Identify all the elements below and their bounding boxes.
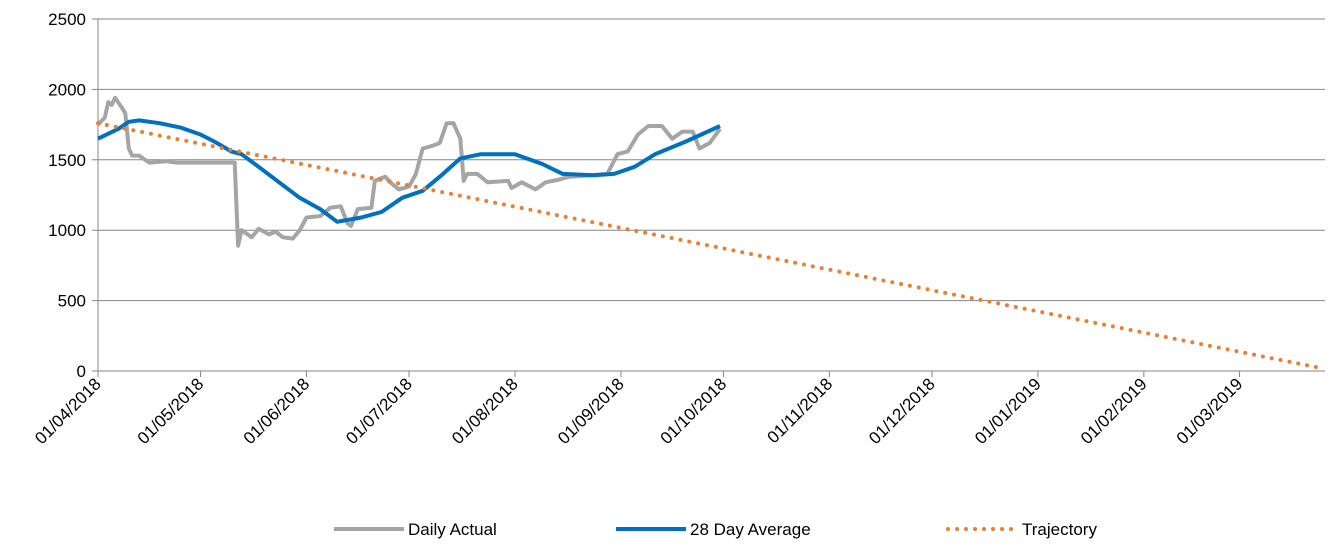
x-tick-label: 01/01/2019 [971, 374, 1045, 448]
legend-label: Daily Actual [408, 520, 497, 539]
x-tick-label: 01/09/2018 [554, 374, 628, 448]
y-tick-label: 2500 [48, 10, 86, 29]
x-tick-label: 01/10/2018 [657, 374, 731, 448]
series-line [97, 118, 721, 224]
x-tick-label: 01/12/2018 [865, 374, 939, 448]
x-tick-label: 01/11/2018 [764, 374, 837, 447]
y-tick-label: 500 [58, 292, 86, 311]
series-line [96, 121, 1324, 371]
x-tick-label: 01/08/2018 [448, 374, 522, 448]
x-tick-label: 01/05/2018 [134, 374, 208, 448]
legend-label: 28 Day Average [690, 520, 811, 539]
legend-label: Trajectory [1022, 520, 1097, 539]
y-tick-label: 1000 [48, 221, 86, 240]
y-tick-label: 0 [77, 362, 86, 381]
series-line [96, 95, 722, 248]
x-tick-label: 01/03/2019 [1173, 374, 1247, 448]
y-tick-label: 2000 [48, 80, 86, 99]
y-tick-label: 1500 [48, 151, 86, 170]
x-tick-label: 01/04/2018 [31, 374, 105, 448]
x-tick-label: 01/06/2018 [240, 374, 314, 448]
x-tick-label: 01/02/2019 [1077, 374, 1151, 448]
x-tick-label: 01/07/2018 [342, 374, 416, 448]
